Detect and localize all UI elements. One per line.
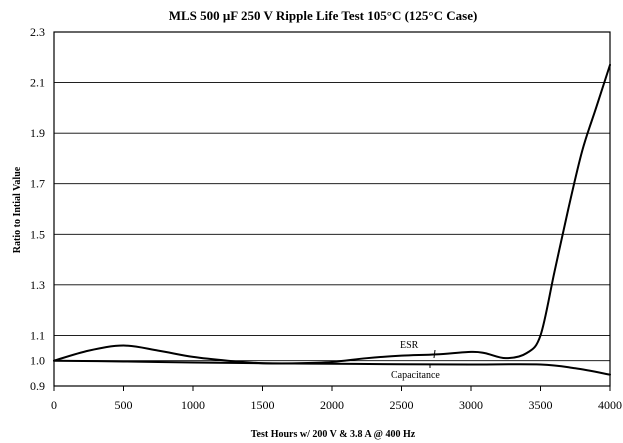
x-axis-label: Test Hours w/ 200 V & 3.8 A @ 400 Hz: [251, 429, 416, 440]
x-tick-label: 500: [115, 398, 133, 412]
series-lines: [53, 63, 611, 376]
x-tick-label: 1500: [251, 398, 275, 412]
esr-leader: [433, 349, 436, 359]
plot-frame: [53, 31, 611, 387]
esr-annotation: ESR: [400, 340, 419, 351]
grid-lines: [54, 82, 610, 362]
y-tick-label: 1.7: [30, 177, 45, 191]
y-tick-label: 0.9: [30, 379, 45, 393]
esr-line: [53, 63, 611, 365]
y-tick-label: 2.1: [30, 76, 45, 90]
x-tick-label: 4000: [598, 398, 622, 412]
x-tick-label: 1000: [181, 398, 205, 412]
chart-title: MLS 500 μF 250 V Ripple Life Test 105°C …: [169, 8, 478, 23]
y-tick-label: 1.1: [30, 328, 45, 342]
capacitance-line: [53, 359, 611, 376]
x-tick-label: 3000: [459, 398, 483, 412]
y-tick-label: 1.0: [30, 354, 45, 368]
x-tick-labels: 0 500 1000 1500 2000 2500 3000 3500 4000: [51, 386, 622, 412]
y-axis-label: Ratio to Intial Value: [12, 166, 23, 253]
y-tick-labels: 0.9 1.0 1.1 1.3 1.5 1.7 1.9 2.1 2.3: [30, 25, 45, 393]
y-tick-label: 2.3: [30, 25, 45, 39]
x-tick-label: 2500: [390, 398, 414, 412]
x-tick-label: 3500: [529, 398, 553, 412]
y-tick-label: 1.3: [30, 278, 45, 292]
x-tick-label: 0: [51, 398, 57, 412]
y-tick-label: 1.5: [30, 227, 45, 241]
y-tick-label: 1.9: [30, 126, 45, 140]
x-tick-label: 2000: [320, 398, 344, 412]
capacitance-annotation: Capacitance: [391, 370, 440, 381]
